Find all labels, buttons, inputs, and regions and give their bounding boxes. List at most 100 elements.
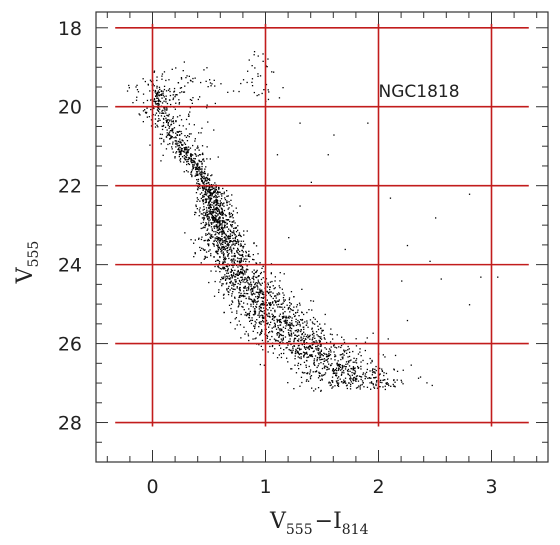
star-point (214, 194, 216, 196)
star-point (265, 278, 268, 280)
star-point (203, 217, 205, 219)
star-point (194, 149, 196, 151)
star-point (273, 288, 275, 290)
star-point (310, 346, 312, 348)
star-point (232, 240, 234, 243)
star-point (194, 162, 196, 164)
star-point (238, 296, 240, 299)
star-point (167, 115, 169, 117)
star-point (154, 118, 157, 120)
star-point (317, 335, 319, 337)
star-point (201, 247, 203, 249)
star-point (288, 306, 290, 309)
star-point (269, 288, 271, 291)
star-point (171, 137, 173, 139)
star-point (282, 302, 284, 304)
star-point (210, 206, 212, 209)
star-point (268, 304, 271, 306)
star-point (393, 369, 395, 371)
star-point (216, 209, 218, 211)
star-point (201, 176, 203, 178)
star-point (196, 179, 198, 181)
star-point (367, 377, 369, 379)
star-point (174, 136, 177, 138)
star-point (213, 245, 215, 247)
star-point (338, 367, 340, 369)
star-point (209, 191, 211, 194)
star-point (235, 241, 238, 243)
star-point (248, 308, 250, 310)
star-point (378, 385, 380, 388)
star-point (191, 159, 193, 161)
star-point (219, 239, 221, 241)
star-point (222, 243, 224, 245)
star-point (179, 141, 181, 144)
star-point (200, 81, 202, 84)
star-point (258, 311, 260, 313)
star-point (209, 158, 211, 160)
star-point (233, 261, 235, 263)
star-point (153, 107, 155, 110)
star-point (162, 154, 164, 156)
star-point (218, 289, 220, 291)
star-point (231, 215, 233, 217)
star-point (250, 319, 252, 321)
star-point (306, 379, 308, 381)
star-point (193, 124, 195, 126)
star-point (216, 206, 218, 208)
star-point (280, 356, 283, 359)
star-point (319, 323, 321, 325)
star-point (204, 193, 206, 195)
star-point (234, 276, 237, 278)
star-point (229, 229, 231, 231)
star-point (267, 322, 269, 324)
star-point (304, 353, 306, 355)
star-point (384, 379, 386, 381)
star-point (204, 177, 206, 179)
star-point (289, 311, 291, 313)
star-point (237, 282, 239, 285)
star-point (210, 253, 212, 255)
star-point (153, 100, 155, 102)
star-point (270, 295, 272, 298)
star-point (214, 202, 216, 204)
star-point (161, 128, 164, 131)
star-point (185, 153, 187, 155)
star-point (279, 330, 281, 332)
star-point (241, 305, 243, 308)
star-point (208, 216, 210, 218)
star-point (187, 160, 189, 163)
star-point (240, 240, 242, 242)
star-point (342, 370, 345, 372)
star-point (233, 288, 235, 290)
star-point (177, 131, 179, 133)
star-point (234, 222, 236, 224)
star-point (204, 179, 207, 181)
star-point (293, 306, 295, 308)
star-point (209, 213, 211, 215)
star-point (323, 360, 326, 362)
star-point (199, 96, 201, 98)
star-point (327, 357, 329, 360)
star-point (217, 227, 219, 229)
star-point (374, 372, 376, 374)
star-point (203, 172, 205, 175)
star-point (175, 146, 177, 148)
star-point (296, 351, 298, 354)
star-point (321, 329, 323, 331)
star-point (206, 104, 208, 106)
star-point (262, 316, 264, 319)
star-point (234, 318, 236, 320)
star-point (211, 216, 213, 218)
star-point (370, 381, 373, 383)
star-point (357, 353, 360, 355)
star-point (251, 294, 253, 296)
star-point (153, 98, 156, 100)
star-point (332, 368, 334, 370)
star-point (295, 321, 297, 323)
star-point (166, 120, 168, 122)
star-point (207, 190, 209, 192)
star-point (222, 267, 224, 269)
star-point (242, 272, 244, 275)
star-point (321, 379, 323, 381)
